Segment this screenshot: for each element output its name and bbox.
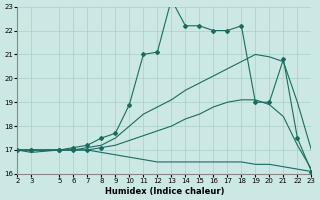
X-axis label: Humidex (Indice chaleur): Humidex (Indice chaleur): [105, 187, 224, 196]
